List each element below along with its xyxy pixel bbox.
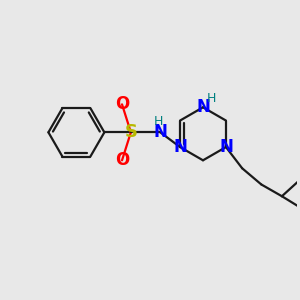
Text: H: H xyxy=(154,115,164,128)
Text: H: H xyxy=(207,92,217,105)
Text: O: O xyxy=(115,151,129,169)
Text: S: S xyxy=(124,123,137,141)
Text: N: N xyxy=(196,98,210,116)
Text: N: N xyxy=(153,123,167,141)
Text: N: N xyxy=(173,138,187,156)
Text: N: N xyxy=(219,138,233,156)
Text: O: O xyxy=(115,95,129,113)
